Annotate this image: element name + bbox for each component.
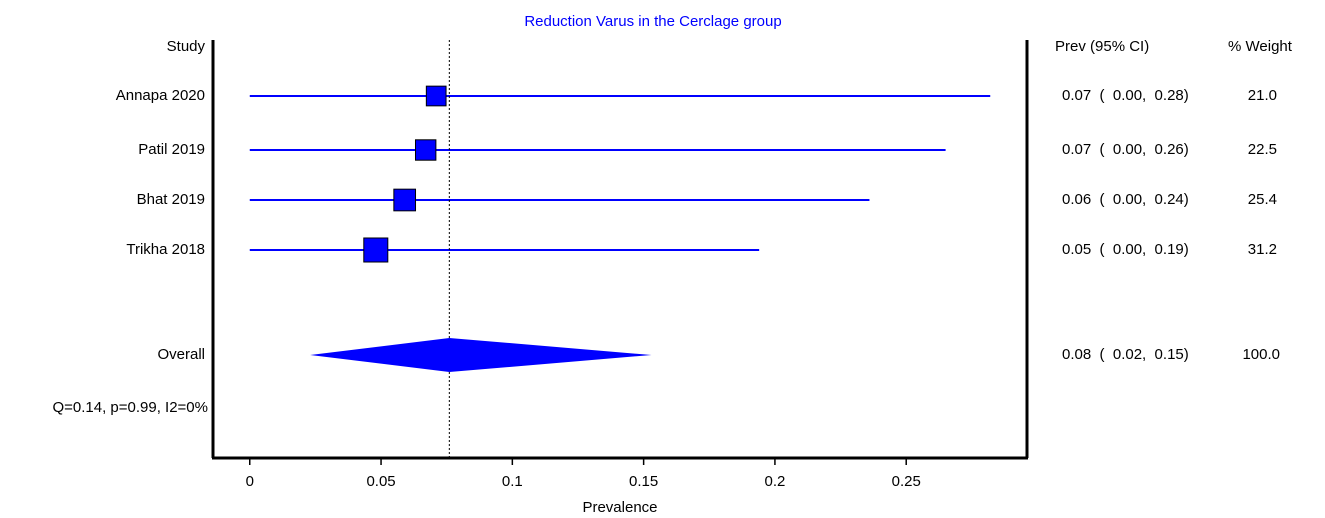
- study-weight: 31.2: [1248, 241, 1277, 258]
- overall-ci: 0.08 ( 0.02, 0.15): [1062, 346, 1189, 363]
- study-name: Trikha 2018: [126, 241, 205, 258]
- study-ci: 0.05 ( 0.00, 0.19): [1062, 241, 1189, 258]
- study-ci: 0.06 ( 0.00, 0.24): [1062, 191, 1189, 208]
- study-name: Patil 2019: [138, 141, 205, 158]
- ci-header: Prev (95% CI): [1055, 38, 1149, 55]
- x-axis-label: Prevalence: [582, 499, 657, 516]
- x-tick-label: 0.2: [764, 473, 785, 490]
- x-tick-label: 0.25: [892, 473, 921, 490]
- study-name: Bhat 2019: [137, 191, 205, 208]
- study-weight: 22.5: [1248, 141, 1277, 158]
- x-tick-label: 0: [246, 473, 254, 490]
- weight-header: % Weight: [1228, 38, 1293, 55]
- study-weight: 21.0: [1248, 87, 1277, 104]
- study-ci: 0.07 ( 0.00, 0.28): [1062, 87, 1189, 104]
- study-weight: 25.4: [1248, 191, 1277, 208]
- x-tick-label: 0.15: [629, 473, 658, 490]
- study-name: Annapa 2020: [116, 87, 205, 104]
- x-tick-label: 0.05: [366, 473, 395, 490]
- study-box: [363, 237, 389, 263]
- study-header: Study: [167, 38, 206, 55]
- overall-name: Overall: [157, 346, 205, 363]
- study-box: [425, 85, 447, 107]
- study-box: [414, 139, 437, 161]
- chart-title: Reduction Varus in the Cerclage group: [524, 13, 781, 30]
- overall-diamond: [310, 338, 652, 372]
- study-box: [393, 188, 417, 212]
- study-ci: 0.07 ( 0.00, 0.26): [1062, 141, 1189, 158]
- heterogeneity: Q=0.14, p=0.99, I2=0%: [52, 399, 208, 416]
- overall-weight: 100.0: [1242, 346, 1280, 363]
- x-tick-label: 0.1: [502, 473, 523, 490]
